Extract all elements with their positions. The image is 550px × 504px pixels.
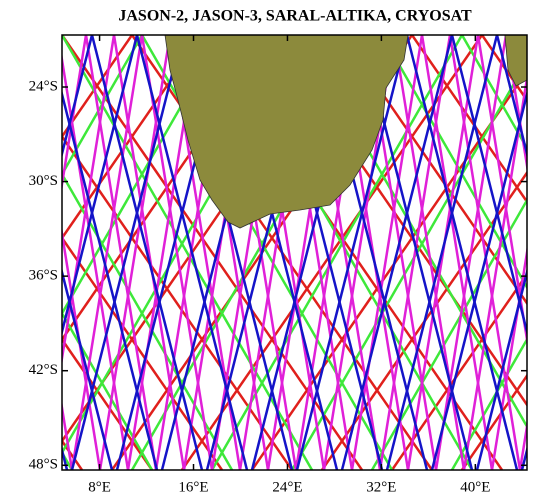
ground-track [135, 35, 249, 470]
ground-track [460, 35, 527, 151]
ground-track [62, 225, 102, 470]
ground-track [495, 35, 527, 159]
ground-track [62, 35, 204, 241]
madagascar [504, 35, 527, 87]
ground-track [0, 35, 2, 470]
ground-track [62, 35, 64, 38]
ground-track [370, 197, 527, 470]
ground-track [62, 35, 116, 367]
frame [61, 34, 528, 471]
ground-track [534, 35, 550, 470]
y-tick-label: 48°S [29, 457, 58, 473]
ground-track [450, 35, 527, 337]
ground-track [62, 445, 69, 470]
ground-track [140, 35, 214, 470]
ground-track [475, 267, 527, 470]
ground-track [295, 35, 409, 470]
ground-track [340, 35, 454, 470]
y-tick-label: 36°S [29, 268, 58, 284]
ground-track [210, 35, 464, 470]
ground-track [62, 35, 64, 38]
ground-track [62, 337, 154, 470]
ground-track [490, 244, 527, 470]
ground-track [0, 35, 44, 470]
ground-track [90, 35, 204, 470]
ground-track [448, 35, 522, 470]
y-tick-label: 42°S [29, 362, 58, 378]
ground-track [62, 35, 94, 159]
ground-track [62, 450, 74, 470]
ground-track [98, 35, 172, 470]
ground-track [532, 35, 550, 470]
y-tick-label: 24°S [29, 78, 58, 94]
x-tick-label: 16°E [178, 479, 208, 495]
ground-track [0, 35, 30, 470]
ground-track [460, 373, 527, 470]
ground-track [84, 35, 158, 470]
ground-track [62, 35, 144, 177]
ground-track [62, 35, 139, 337]
ground-track [0, 35, 16, 470]
ground-track [62, 267, 114, 470]
ground-track [434, 35, 508, 470]
africa [164, 35, 409, 229]
ground-track [112, 35, 186, 470]
x-tick-label: 32°E [366, 479, 396, 495]
ground-track [62, 35, 134, 139]
ground-track [532, 35, 550, 470]
ground-track [390, 272, 527, 470]
map-title: JASON-2, JASON-3, SARAL-ALTIKA, CRYOSAT [118, 8, 472, 25]
ground-track [62, 51, 130, 470]
ground-track [0, 35, 58, 470]
ground-track [430, 89, 527, 470]
ground-track [0, 35, 2, 470]
ground-track [0, 35, 12, 470]
ground-track [0, 35, 47, 470]
ground-track [340, 35, 527, 306]
ground-track [504, 35, 527, 174]
ground-track [0, 35, 22, 470]
ground-track [62, 134, 294, 470]
ground-track [542, 35, 550, 470]
ground-track [392, 35, 466, 470]
ground-track [70, 35, 184, 470]
ground-track [70, 35, 144, 470]
ground-track [450, 336, 527, 470]
ground-track [62, 89, 159, 470]
ground-track [542, 35, 550, 470]
ground-track [462, 70, 527, 470]
x-tick-label: 8°E [88, 479, 111, 495]
ground-track [62, 310, 154, 470]
ground-track [385, 35, 499, 470]
land [164, 35, 527, 229]
ground-tracks [0, 35, 550, 470]
ground-track [476, 35, 527, 348]
y-tick-label: 30°S [29, 173, 58, 189]
x-tick-label: 24°E [272, 479, 302, 495]
ground-track [405, 35, 519, 470]
x-tick-label: 40°E [460, 479, 490, 495]
ground-track [378, 35, 452, 470]
